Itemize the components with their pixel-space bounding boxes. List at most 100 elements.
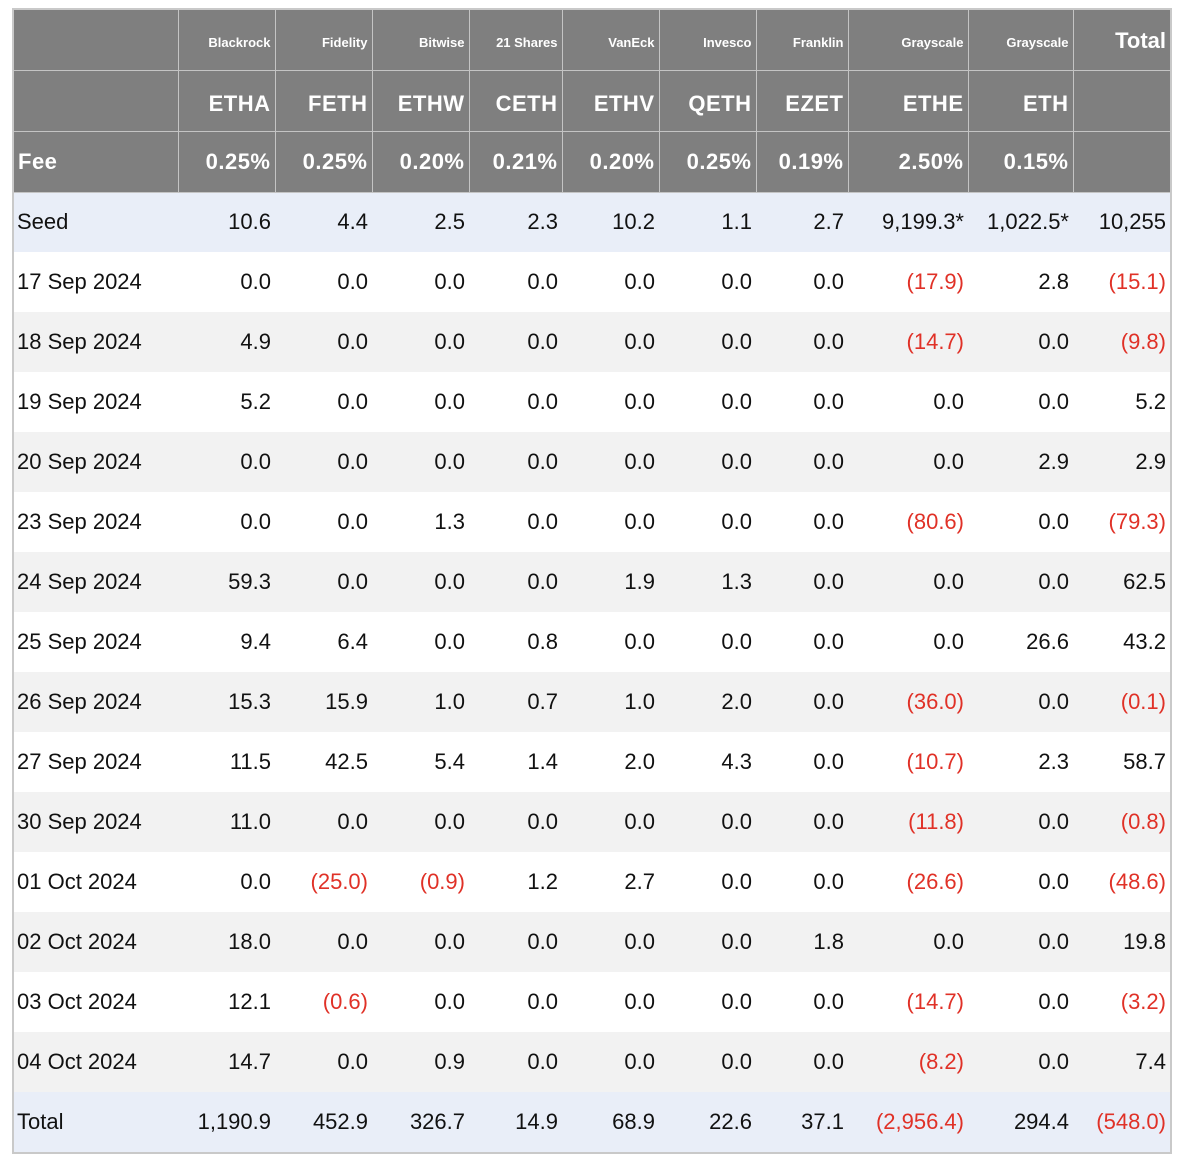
fee-value: 0.20% [562,131,660,193]
flow-cell: 11.0 [178,792,275,852]
flow-cell: 42.5 [275,732,372,792]
flow-cell: (8.2) [848,1032,968,1092]
row-total-cell: 19.8 [1073,912,1170,972]
flow-cell: 0.0 [848,432,968,492]
header-empty-cell [1073,131,1170,193]
flow-cell: (36.0) [848,672,968,732]
flow-cell: 10.2 [562,192,659,252]
fee-label: Fee [14,131,179,193]
flow-cell: 1.8 [756,912,848,972]
flow-cell: 0.0 [756,972,848,1032]
table-row: 04 Oct 2024 14.7 0.0 0.9 0.0 0.0 0.0 0.0 (8.2) 0.… [14,1032,1170,1092]
row-label: 17 Sep 2024 [14,252,178,312]
fee-header-row: Fee 0.25% 0.25% 0.20% 0.21% 0.20% 0.25% … [14,131,1170,193]
flow-cell: 2.0 [659,672,756,732]
flow-cell: (25.0) [275,852,372,912]
flow-cell: 0.0 [275,432,372,492]
total-header: Total [1073,10,1170,71]
flow-cell: 0.0 [372,792,469,852]
row-label: Total [14,1092,178,1152]
flow-cell: 0.0 [562,432,659,492]
flow-cell: 0.0 [178,252,275,312]
flow-cell: 0.0 [659,252,756,312]
header-corner [14,10,179,71]
flow-cell: 0.0 [562,912,659,972]
flow-cell: 0.0 [275,552,372,612]
flow-cell: 294.4 [968,1092,1073,1152]
flow-cell: 15.3 [178,672,275,732]
issuer-header: VanEck [562,10,660,71]
row-total-cell: (9.8) [1073,312,1170,372]
flow-cell: 326.7 [372,1092,469,1152]
flow-cell: (0.6) [275,972,372,1032]
ticker-header: QETH [659,70,757,132]
flow-cell: 0.0 [756,732,848,792]
flow-cell: 0.0 [372,552,469,612]
table-body: Blackrock Fidelity Bitwise 21 Shares Van… [14,10,1170,1152]
flow-cell: 0.0 [756,612,848,672]
issuer-header: Grayscale [848,10,969,71]
flow-cell: 4.9 [178,312,275,372]
flow-cell: 0.0 [756,312,848,372]
flow-cell: 0.0 [469,492,562,552]
row-label: 23 Sep 2024 [14,492,178,552]
row-total-cell: 62.5 [1073,552,1170,612]
row-label: 19 Sep 2024 [14,372,178,432]
flow-cell: 9,199.3* [848,192,968,252]
table-row: 25 Sep 2024 9.4 6.4 0.0 0.8 0.0 0.0 0.0 0.0 26.6 4… [14,612,1170,672]
flow-cell: (2,956.4) [848,1092,968,1152]
flow-cell: 2.9 [968,432,1073,492]
flow-cell: 0.0 [968,912,1073,972]
ticker-header: ETHE [848,70,969,132]
flow-cell: 0.0 [275,312,372,372]
flow-cell: 0.0 [178,432,275,492]
table-row: 23 Sep 2024 0.0 0.0 1.3 0.0 0.0 0.0 0.0 (80.6) 0.… [14,492,1170,552]
row-total-cell: 43.2 [1073,612,1170,672]
ticker-header-row: ETHA FETH ETHW CETH ETHV QETH EZET ETHE … [14,70,1170,132]
flow-cell: 0.0 [968,492,1073,552]
ticker-header: EZET [756,70,849,132]
flow-cell: 2.7 [562,852,659,912]
flow-cell: 5.4 [372,732,469,792]
flow-cell: 0.0 [372,612,469,672]
flow-cell: 2.3 [469,192,562,252]
flow-cell: 0.0 [968,372,1073,432]
flow-cell: 0.0 [968,672,1073,732]
flow-cell: 0.0 [275,1032,372,1092]
flow-cell: 0.0 [372,312,469,372]
flow-cell: 0.0 [968,852,1073,912]
flow-cell: 2.0 [562,732,659,792]
flow-cell: 0.0 [275,252,372,312]
flow-cell: 0.0 [275,792,372,852]
table-row: 19 Sep 2024 5.2 0.0 0.0 0.0 0.0 0.0 0.0 0.0 0.0 5.… [14,372,1170,432]
flow-cell: 0.0 [659,492,756,552]
flow-cell: 0.0 [756,552,848,612]
row-total-cell: (79.3) [1073,492,1170,552]
flow-cell: 0.0 [756,672,848,732]
issuer-header: Franklin [756,10,849,71]
flow-cell: 0.0 [469,1032,562,1092]
row-total-cell: (0.1) [1073,672,1170,732]
table-row: 30 Sep 2024 11.0 0.0 0.0 0.0 0.0 0.0 0.0 (11.8) 0… [14,792,1170,852]
flow-cell: 1.0 [372,672,469,732]
row-total-cell: 10,255 [1073,192,1170,252]
issuer-header-row: Blackrock Fidelity Bitwise 21 Shares Van… [14,10,1170,71]
table-row: 17 Sep 2024 0.0 0.0 0.0 0.0 0.0 0.0 0.0 (17.9) 2.… [14,252,1170,312]
flow-cell: 0.0 [178,492,275,552]
fee-value: 0.19% [756,131,849,193]
flow-cell: 0.0 [562,972,659,1032]
fee-value: 0.25% [275,131,373,193]
flow-cell: 0.0 [968,312,1073,372]
flow-cell: 0.0 [469,312,562,372]
flow-cell: 0.0 [562,1032,659,1092]
flow-cell: 1.0 [562,672,659,732]
ticker-header: ETHV [562,70,660,132]
issuer-header: Grayscale [968,10,1074,71]
row-total-cell: (0.8) [1073,792,1170,852]
ticker-header: ETHW [372,70,470,132]
flow-cell: 15.9 [275,672,372,732]
flow-cell: 0.0 [756,432,848,492]
flow-cell: 0.0 [562,252,659,312]
flow-cell: 4.4 [275,192,372,252]
table-row: 27 Sep 2024 11.5 42.5 5.4 1.4 2.0 4.3 0.0 (10.7)… [14,732,1170,792]
